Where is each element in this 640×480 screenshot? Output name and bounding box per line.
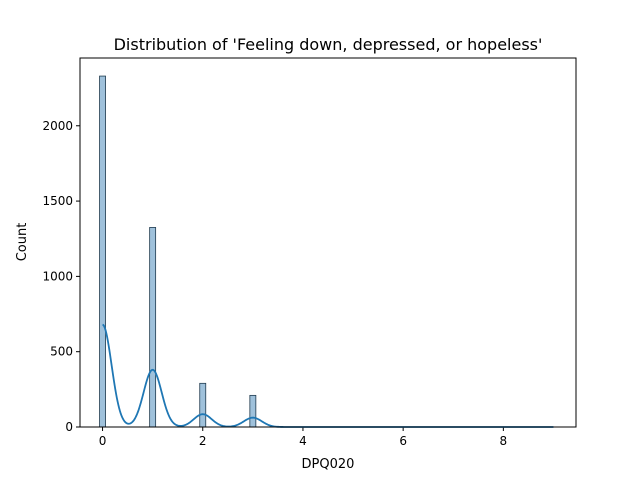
plot-frame	[79, 57, 577, 428]
x-tick-label: 6	[399, 434, 407, 448]
chart-title: Distribution of 'Feeling down, depressed…	[114, 35, 543, 54]
x-axis-label: DPQ020	[302, 457, 355, 472]
histogram-bar	[149, 227, 157, 428]
histogram-bar	[99, 75, 106, 428]
histogram-bar	[199, 382, 207, 428]
y-axis: 0 500 1000 1500 2000	[42, 119, 80, 434]
histogram-bars	[99, 75, 257, 428]
y-tick-label: 1000	[42, 269, 73, 283]
x-tick-label: 2	[199, 434, 207, 448]
y-tick-label: 500	[50, 345, 73, 359]
x-axis: 0 2 4 6 8	[99, 427, 507, 448]
histogram-bar	[249, 394, 257, 428]
y-tick-label: 1500	[42, 194, 73, 208]
y-axis-label: Count	[15, 223, 30, 262]
y-tick-label: 2000	[42, 119, 73, 133]
x-tick-label: 0	[99, 434, 107, 448]
x-tick-label: 8	[500, 434, 508, 448]
y-tick-label: 0	[65, 420, 73, 434]
x-tick-label: 4	[299, 434, 307, 448]
kde-line	[102, 323, 554, 428]
